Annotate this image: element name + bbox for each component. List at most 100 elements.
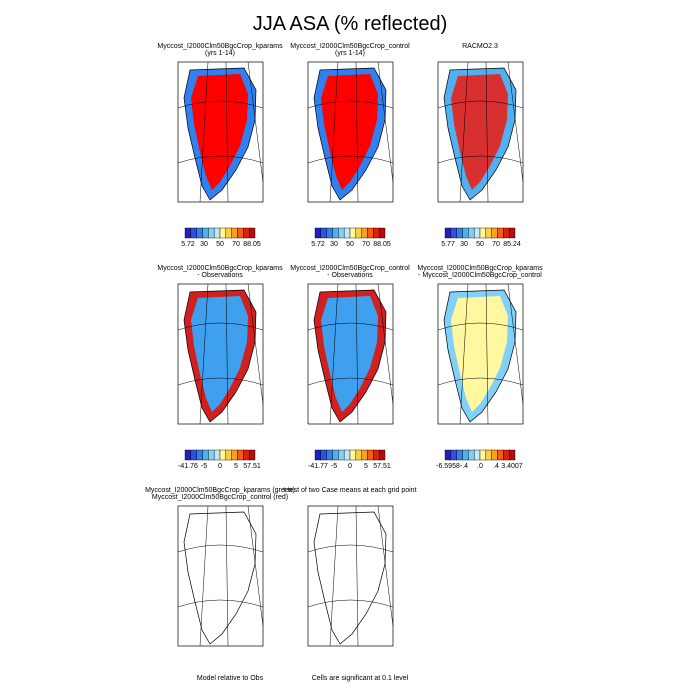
- colorbar-label: .4: [493, 463, 499, 470]
- parallel: [177, 599, 264, 608]
- panel-title: t-test of two Case means at each grid po…: [283, 487, 416, 494]
- colorbar-cell: [450, 449, 457, 461]
- map: [177, 61, 264, 203]
- meridian: [485, 61, 489, 203]
- note: Cells are significant at 0.1 level: [312, 675, 409, 682]
- greenland-interior: [451, 74, 508, 190]
- colorbar-cell: [361, 449, 368, 461]
- colorbar-cell: [237, 227, 244, 239]
- figure-title: JJA ASA (% reflected): [253, 13, 448, 35]
- meridian: [459, 61, 469, 203]
- colorbar-label: 5.72: [311, 241, 325, 248]
- colorbar-cell: [196, 227, 203, 239]
- colorbar-label: -6.5958: [436, 463, 460, 470]
- colorbar-cell: [219, 449, 227, 461]
- parallel: [307, 100, 394, 109]
- panel-title: (yrs 1-14): [335, 50, 365, 57]
- meridian: [329, 283, 339, 425]
- colorbar-cell: [243, 449, 250, 461]
- parallel: [177, 100, 264, 109]
- meridian: [199, 283, 209, 425]
- colorbar-cell: [473, 227, 481, 239]
- colorbar-cell: [326, 449, 333, 461]
- greenland-interior: [451, 296, 508, 412]
- colorbar-cell: [479, 227, 487, 239]
- colorbar-cell: [338, 227, 345, 239]
- panel-title: - Myccost_I2000Clm50BgcCrop_control: [418, 272, 542, 279]
- meridian: [355, 61, 359, 203]
- colorbar-cell: [355, 449, 362, 461]
- parallel: [437, 377, 524, 386]
- colorbar-cell: [231, 449, 238, 461]
- greenland-interior: [191, 296, 248, 412]
- colorbar-cell: [473, 449, 481, 461]
- colorbar-cell: [213, 449, 221, 461]
- colorbar-cell: [190, 449, 197, 461]
- colorbar-label: -5: [201, 463, 207, 470]
- colorbar-cell: [378, 449, 386, 461]
- meridian: [329, 61, 339, 203]
- colorbar-label: 70: [362, 241, 370, 248]
- parallel: [437, 322, 524, 331]
- colorbar-cell: [248, 449, 256, 461]
- colorbar-label: 88.05: [243, 241, 261, 248]
- parallel: [177, 322, 264, 331]
- colorbar-label: 5: [364, 463, 368, 470]
- colorbar-label: 5.72: [181, 241, 195, 248]
- colorbar-cell: [202, 449, 209, 461]
- colorbar-cell: [497, 227, 504, 239]
- panel-title: Myccost_I2000Clm50BgcCrop_control: [290, 43, 410, 50]
- panel-title: Myccost_I2000Clm50BgcCrop_control (red): [152, 494, 288, 501]
- colorbar-label: 88.05: [373, 241, 391, 248]
- colorbar-label: 5.77: [441, 241, 455, 248]
- colorbar-cell: [456, 449, 463, 461]
- map: [307, 505, 394, 647]
- colorbar-label: 0: [218, 463, 222, 470]
- parallel: [307, 322, 394, 331]
- colorbar-cell: [367, 227, 374, 239]
- map: [437, 283, 524, 425]
- parallel: [307, 544, 394, 553]
- greenland-interior: [321, 296, 378, 412]
- parallel: [307, 155, 394, 164]
- colorbar-cell: [355, 227, 362, 239]
- meridian: [225, 61, 229, 203]
- colorbar-cell: [444, 227, 452, 239]
- panel-title: - Observations: [197, 272, 243, 279]
- colorbar-cell: [497, 449, 504, 461]
- meridian: [225, 283, 229, 425]
- colorbar-cell: [219, 227, 227, 239]
- colorbar-label: -.4: [460, 463, 468, 470]
- meridian: [485, 283, 489, 425]
- colorbar-cell: [508, 227, 516, 239]
- colorbar-cell: [468, 449, 475, 461]
- colorbar-cell: [208, 449, 215, 461]
- meridian: [459, 283, 469, 425]
- panel-title: - Observations: [327, 272, 373, 279]
- colorbar-label: 57.51: [243, 463, 261, 470]
- colorbar-cell: [225, 449, 232, 461]
- colorbar-cell: [196, 449, 203, 461]
- colorbar-label: 50: [216, 241, 224, 248]
- colorbar-cell: [373, 449, 380, 461]
- meridian: [329, 505, 339, 647]
- colorbar-cell: [479, 449, 487, 461]
- parallel: [307, 377, 394, 386]
- colorbar-cell: [450, 227, 457, 239]
- colorbar-label: 30: [460, 241, 468, 248]
- note: Model relative to Obs: [197, 675, 264, 682]
- colorbar-cell: [320, 227, 327, 239]
- colorbar-cell: [468, 227, 475, 239]
- colorbar-cell: [456, 227, 463, 239]
- parallel: [307, 599, 394, 608]
- colorbar-cell: [462, 449, 469, 461]
- colorbar-label: 0: [348, 463, 352, 470]
- meridian: [225, 505, 229, 647]
- meridian: [199, 61, 209, 203]
- panel-title: RACMO2.3: [462, 43, 498, 50]
- colorbar-cell: [485, 227, 492, 239]
- colorbar-cell: [503, 449, 510, 461]
- colorbar-cell: [491, 227, 498, 239]
- colorbar-cell: [349, 227, 357, 239]
- panel-title: (yrs 1-14): [205, 50, 235, 57]
